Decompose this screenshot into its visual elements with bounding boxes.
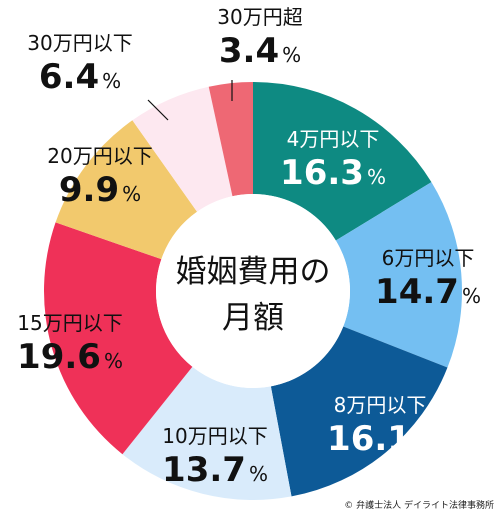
slice-label-name-2: 6万円以下 — [382, 246, 475, 270]
slice-2 — [335, 182, 462, 368]
slice-5 — [44, 222, 193, 455]
copyright-notice: © 弁護士法人 デイライト法律事務所 — [344, 501, 494, 511]
slice-label-name-4: 10万円以下 — [162, 424, 267, 448]
center-title-line-2: 月額 — [222, 300, 284, 336]
slice-1 — [253, 82, 432, 241]
donut-slices — [44, 82, 462, 500]
slice-label-value-1: 16.3% — [280, 153, 386, 193]
slice-8 — [208, 82, 253, 197]
slice-3 — [270, 326, 448, 497]
leader-line-30man-ika — [147, 99, 169, 121]
slice-label-value-2: 14.7% — [375, 272, 481, 312]
slice-7 — [132, 86, 233, 212]
slice-4 — [122, 366, 292, 500]
slice-label-value-8: 3.4% — [219, 31, 301, 71]
slice-6 — [55, 120, 198, 260]
slice-label-value-5: 19.6% — [17, 337, 123, 377]
slice-label-name-3: 8万円以下 — [334, 393, 427, 417]
slice-label-value-7: 6.4% — [39, 57, 121, 97]
slice-label-name-1: 4万円以下 — [287, 127, 380, 151]
slice-label-value-4: 13.7% — [162, 450, 268, 490]
slice-label-name-8: 30万円超 — [217, 5, 302, 29]
slice-label-name-7: 30万円以下 — [27, 31, 132, 55]
center-title-line-1: 婚姻費用の — [176, 254, 331, 290]
slice-label-value-6: 9.9% — [59, 170, 141, 210]
slice-label-name-5: 15万円以下 — [17, 311, 122, 335]
slice-label-name-6: 20万円以下 — [47, 144, 152, 168]
donut-hole — [156, 194, 350, 388]
leader-lines — [147, 80, 233, 121]
slice-label-value-3: 16.1% — [327, 419, 433, 459]
